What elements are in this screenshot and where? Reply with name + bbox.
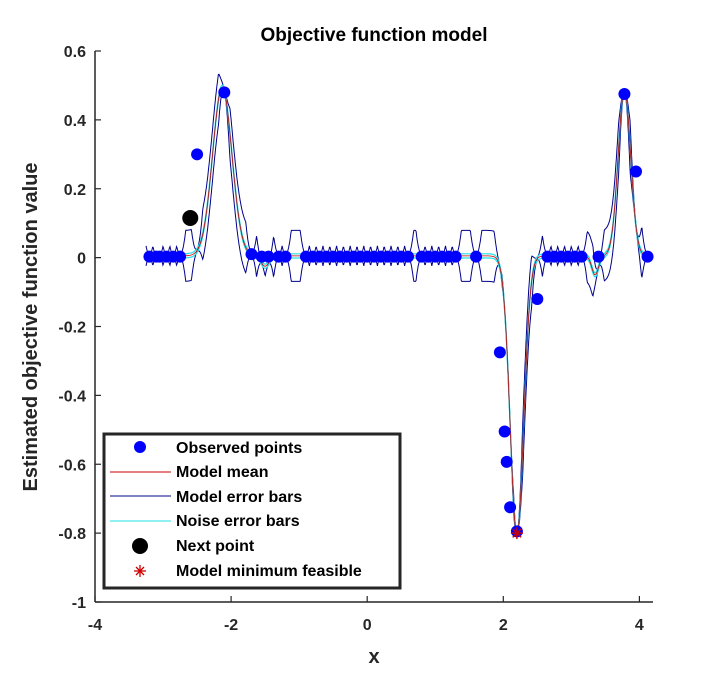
y-ticks: -1 -0.8 -0.6 -0.4 -0.2 0 0.2 0.4 0.6 [58, 44, 101, 612]
y-tick-label: 0.4 [64, 113, 86, 130]
y-tick-label: -0.8 [58, 526, 86, 543]
observed-point [279, 250, 292, 263]
legend-label-next-point: Next point [176, 538, 255, 555]
legend-entry-next-point: Next point [132, 538, 255, 555]
observed-point [218, 86, 231, 99]
y-tick-label: -0.2 [58, 320, 86, 337]
legend-marker-minimum [134, 565, 146, 577]
legend-entry-noise-error: Noise error bars [110, 513, 300, 530]
legend-box [102, 432, 402, 590]
y-tick-label: 0.6 [64, 44, 86, 61]
observed-point [402, 250, 415, 263]
legend-label-noise-error: Noise error bars [176, 513, 300, 530]
y-tick-label: 0 [77, 251, 86, 268]
legend-entry-minimum: Model minimum feasible [134, 563, 362, 580]
legend-marker-observed [134, 441, 146, 453]
observed-points [143, 86, 654, 538]
y-tick-label: -1 [72, 595, 86, 612]
observed-point [500, 455, 513, 468]
observed-point [470, 250, 483, 263]
x-tick-label: 0 [363, 617, 372, 634]
observed-point [641, 250, 654, 263]
model-error-upper-line [145, 73, 650, 535]
observed-point [191, 148, 204, 161]
x-tick-label: 4 [635, 617, 644, 634]
x-ticks: -4 -2 0 2 4 [88, 596, 644, 634]
model-minimum-marker [510, 527, 523, 540]
y-tick-label: 0.2 [64, 182, 86, 199]
legend-marker-next-point [132, 538, 148, 554]
legend-entry-model-mean: Model mean [110, 464, 268, 481]
observed-point [174, 250, 187, 263]
legend-label-model-mean: Model mean [176, 464, 268, 481]
legend-entry-observed: Observed points [134, 440, 302, 457]
observed-point [618, 88, 631, 101]
observed-point [262, 250, 275, 263]
observed-point [449, 250, 462, 263]
next-point-marker [182, 210, 199, 227]
observed-point [575, 250, 588, 263]
x-axis-label: x [368, 646, 379, 668]
model-error-lower-line [145, 89, 650, 537]
observed-point [629, 165, 642, 178]
x-tick-label: -4 [88, 617, 102, 634]
x-tick-label: 2 [499, 617, 508, 634]
observed-point [592, 250, 605, 263]
observed-point [504, 501, 517, 514]
legend-label-observed: Observed points [176, 440, 302, 457]
x-tick-label: -2 [224, 617, 238, 634]
legend-label-minimum: Model minimum feasible [176, 563, 362, 580]
legend: Observed points Model mean Model error b… [102, 432, 402, 590]
legend-label-model-error: Model error bars [176, 489, 302, 506]
y-tick-label: -0.6 [58, 457, 86, 474]
y-tick-label: -0.4 [58, 388, 86, 405]
special-points [182, 210, 523, 540]
legend-entry-model-error: Model error bars [110, 489, 302, 506]
observed-point [498, 425, 511, 438]
observed-point [245, 248, 258, 261]
observed-point [531, 292, 544, 305]
y-axis-label: Estimated objective function value [20, 163, 42, 492]
chart-title: Objective function model [261, 25, 488, 46]
observed-point [493, 346, 506, 359]
